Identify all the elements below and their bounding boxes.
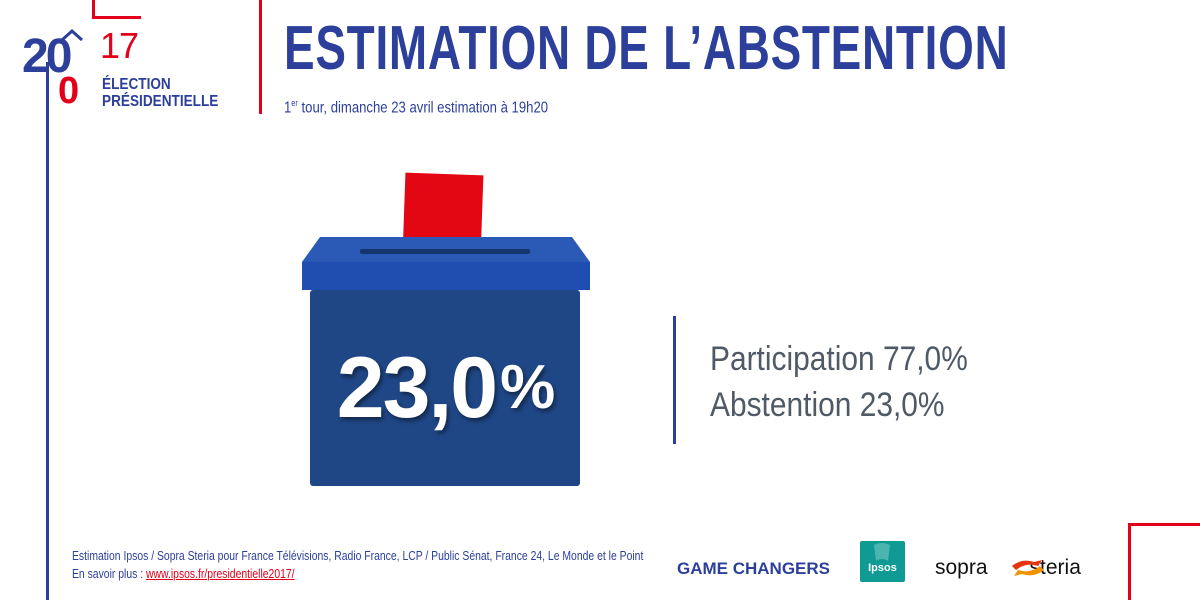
ipsos-link[interactable]: www.ipsos.fr/presidentielle2017/ <box>146 566 295 581</box>
subtitle-ordinal: 1 <box>284 99 292 117</box>
sopra-steria-logo: sopra steria <box>935 556 1081 580</box>
game-changers-tagline: GAME CHANGERS <box>677 559 831 578</box>
frame-corner-bottom-right <box>1128 523 1200 526</box>
frame-corner-bottom-right-vertical <box>1128 523 1131 600</box>
ipsos-logo-shape-icon <box>874 543 890 561</box>
header-divider <box>259 0 262 114</box>
frame-line-left <box>46 62 49 600</box>
logo-caption-line1: ÉLECTION <box>102 76 171 93</box>
subtitle-ordinal-suffix: er <box>291 98 298 108</box>
frame-line-top-red <box>92 0 95 16</box>
more-info: En savoir plus : www.ipsos.fr/presidenti… <box>72 566 295 581</box>
ballot-box-lid-front <box>302 262 590 290</box>
ballot-box-icon <box>302 172 590 486</box>
logo-year-17: 17 <box>100 25 139 66</box>
page-subtitle: 1er tour, dimanche 23 avril estimation à… <box>284 98 548 117</box>
results-accent-bar <box>673 316 676 444</box>
logo-roof-icon <box>60 28 84 42</box>
abstention-value-unit: % <box>500 353 555 422</box>
logo-caption-line2: PRÉSIDENTIELLE <box>102 93 219 110</box>
logo-year-20: 20 <box>22 30 72 83</box>
more-info-label: En savoir plus : <box>72 566 144 581</box>
page-title: ESTIMATION DE L’ABSTENTION <box>284 14 1009 83</box>
ipsos-logo-text: Ipsos <box>868 562 897 574</box>
participation-result: Participation 77,0% <box>710 340 968 378</box>
logo-year-0: 0 <box>58 70 80 112</box>
steria-word: steria <box>1029 556 1081 579</box>
abstention-value: 23,0% <box>310 290 580 486</box>
ballot-slot <box>360 249 530 254</box>
source-note: Estimation Ipsos / Sopra Steria pour Fra… <box>72 548 644 563</box>
ballot-paper <box>402 172 484 258</box>
subtitle-text: tour, dimanche 23 avril estimation à 19h… <box>297 99 549 117</box>
ballot-box-body <box>310 290 580 486</box>
sopra-steria-mark-icon <box>1012 560 1044 576</box>
frame-line-top-red-horizontal <box>92 16 141 19</box>
abstention-result: Abstention 23,0% <box>710 386 945 424</box>
abstention-value-number: 23,0 <box>336 340 498 436</box>
logo-caption: ÉLECTION PRÉSIDENTIELLE <box>102 76 218 110</box>
sopra-word: sopra <box>935 556 988 579</box>
ipsos-logo <box>860 541 905 582</box>
